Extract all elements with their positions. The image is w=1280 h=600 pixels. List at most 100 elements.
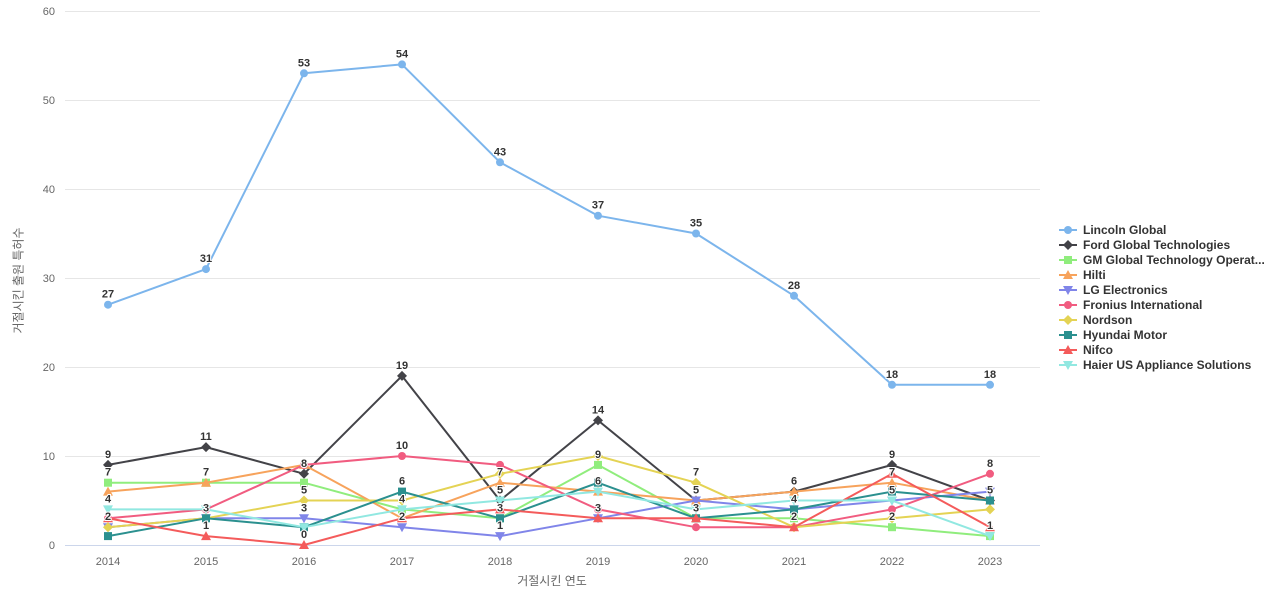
data-point-marker[interactable]	[985, 532, 995, 542]
data-point-marker[interactable]	[692, 523, 700, 532]
data-point-marker[interactable]	[201, 505, 211, 515]
data-point-marker[interactable]	[593, 451, 603, 461]
data-point-marker[interactable]	[103, 486, 113, 496]
legend-item-lg-electronics[interactable]: LG Electronics	[1058, 282, 1265, 297]
data-point-marker[interactable]	[299, 540, 309, 549]
legend-item-gm-global-technology-operat[interactable]: GM Global Technology Operat...	[1058, 252, 1265, 267]
data-point-marker[interactable]	[495, 468, 505, 479]
series-line[interactable]	[107, 472, 991, 546]
data-point-marker[interactable]	[593, 487, 603, 497]
data-point-marker[interactable]	[692, 229, 700, 238]
data-point-marker[interactable]	[398, 487, 406, 496]
data-point-marker[interactable]	[201, 477, 211, 487]
data-point-marker[interactable]	[986, 496, 994, 505]
series-nordson[interactable]	[103, 451, 995, 533]
data-point-marker[interactable]	[397, 513, 407, 523]
data-point-marker[interactable]	[103, 513, 113, 523]
data-point-marker[interactable]	[496, 460, 504, 469]
series-haier-us-appliance-solutions[interactable]	[103, 487, 995, 542]
data-point-marker[interactable]	[594, 505, 602, 514]
data-point-marker[interactable]	[103, 459, 113, 470]
legend-item-lincoln-global[interactable]: Lincoln Global	[1058, 222, 1265, 237]
series-line[interactable]	[107, 455, 991, 529]
legend-item-ford-global-technologies[interactable]: Ford Global Technologies	[1058, 237, 1265, 252]
data-point-marker[interactable]	[300, 478, 308, 487]
data-label: 8	[301, 458, 307, 470]
legend-item-nordson[interactable]: Nordson	[1058, 312, 1265, 327]
data-point-marker[interactable]	[986, 469, 994, 478]
data-point-marker[interactable]	[299, 523, 309, 533]
data-label: 4	[791, 493, 798, 505]
data-point-marker[interactable]	[790, 514, 798, 523]
data-point-marker[interactable]	[888, 487, 896, 496]
data-point-marker[interactable]	[202, 265, 210, 274]
data-label: 2	[399, 511, 405, 523]
data-point-marker[interactable]	[201, 531, 211, 541]
data-point-marker[interactable]	[397, 370, 407, 381]
legend-item-hilti[interactable]: Hilti	[1058, 267, 1265, 282]
data-point-marker[interactable]	[299, 495, 309, 506]
legend-item-nifco[interactable]: Nifco	[1058, 342, 1265, 357]
data-point-marker[interactable]	[299, 514, 309, 524]
data-point-marker[interactable]	[985, 504, 995, 515]
data-point-marker[interactable]	[691, 477, 701, 488]
data-point-marker[interactable]	[104, 478, 112, 487]
data-point-marker[interactable]	[594, 460, 602, 469]
data-point-marker[interactable]	[887, 477, 897, 487]
series-line[interactable]	[107, 490, 991, 538]
series-line[interactable]	[107, 374, 991, 502]
data-point-marker[interactable]	[691, 496, 701, 506]
legend-item-haier-us-appliance-solutions[interactable]: Haier US Appliance Solutions	[1058, 357, 1265, 372]
data-point-marker[interactable]	[496, 158, 504, 167]
data-point-marker[interactable]	[496, 514, 504, 523]
data-point-marker[interactable]	[398, 452, 406, 460]
data-point-marker[interactable]	[887, 459, 897, 470]
data-point-marker[interactable]	[888, 380, 896, 389]
data-label: 18	[886, 369, 898, 381]
legend-item-hyundai-motor[interactable]: Hyundai Motor	[1058, 327, 1265, 342]
data-point-marker[interactable]	[495, 504, 505, 514]
data-point-marker[interactable]	[790, 505, 798, 514]
data-point-marker[interactable]	[691, 505, 701, 515]
legend-item-fronius-international[interactable]: Fronius International	[1058, 297, 1265, 312]
data-point-marker[interactable]	[398, 60, 406, 69]
series-lincoln-global[interactable]	[104, 60, 994, 389]
data-point-marker[interactable]	[985, 522, 995, 532]
data-point-marker[interactable]	[103, 522, 113, 533]
data-point-marker[interactable]	[397, 505, 407, 515]
data-point-marker[interactable]	[888, 523, 896, 532]
data-point-marker[interactable]	[888, 505, 896, 514]
series-nifco[interactable]	[103, 468, 995, 549]
data-point-marker[interactable]	[887, 513, 897, 524]
data-point-marker[interactable]	[593, 415, 603, 426]
data-point-marker[interactable]	[397, 495, 407, 506]
data-point-marker[interactable]	[103, 505, 113, 515]
data-point-marker[interactable]	[789, 522, 799, 532]
data-point-marker[interactable]	[986, 380, 994, 389]
data-point-marker[interactable]	[594, 211, 602, 220]
data-point-marker[interactable]	[887, 468, 897, 478]
series-line[interactable]	[107, 455, 991, 529]
data-point-marker[interactable]	[397, 523, 407, 533]
data-point-marker[interactable]	[789, 486, 799, 496]
data-point-marker[interactable]	[593, 513, 603, 523]
data-point-marker[interactable]	[202, 514, 210, 523]
data-point-marker[interactable]	[594, 478, 602, 487]
data-point-marker[interactable]	[790, 291, 798, 300]
data-point-marker[interactable]	[495, 496, 505, 506]
data-point-marker[interactable]	[887, 496, 897, 506]
series-labels-lg-electronics: 2 3 2 1 3 4 5	[104, 484, 896, 534]
data-point-marker[interactable]	[495, 477, 505, 487]
data-point-marker[interactable]	[691, 513, 701, 523]
data-point-marker[interactable]	[495, 532, 505, 542]
data-point-marker[interactable]	[104, 532, 112, 541]
data-label: 1	[497, 520, 503, 532]
data-point-marker[interactable]	[104, 300, 112, 309]
series-line[interactable]	[107, 63, 991, 386]
data-point-marker[interactable]	[300, 69, 308, 78]
data-point-marker[interactable]	[985, 487, 995, 497]
data-point-marker[interactable]	[201, 442, 211, 453]
data-point-marker[interactable]	[789, 496, 799, 506]
data-point-marker[interactable]	[300, 460, 308, 469]
data-point-marker[interactable]	[299, 468, 309, 479]
